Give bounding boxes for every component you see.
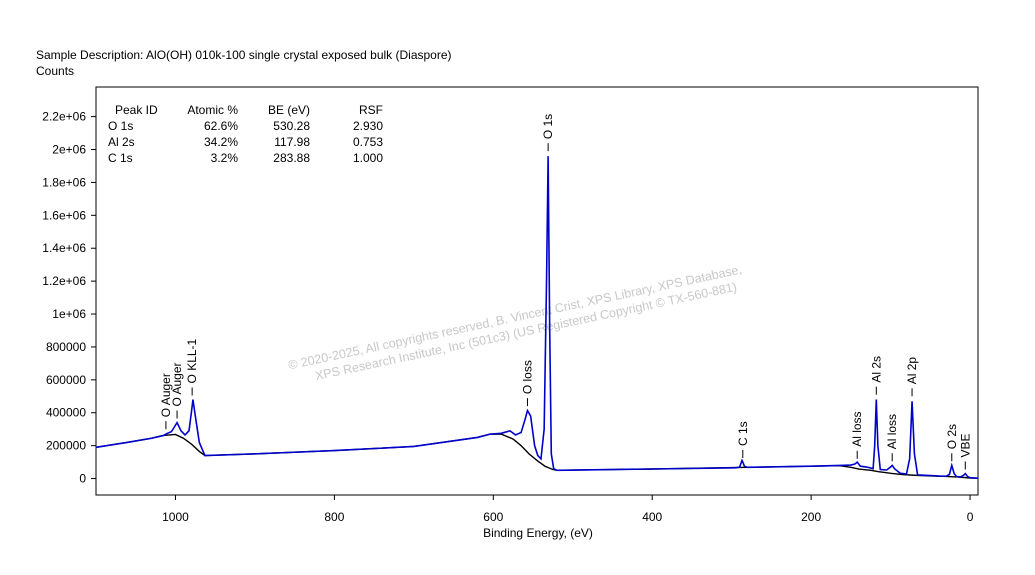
chart-title: Sample Description: AlO(OH) 010k-100 sin… [36,48,452,62]
annotation-label: O KLL-1 [185,338,199,383]
annotation-label: VBE [958,433,972,457]
y-tick-label: 2e+06 [52,143,86,157]
y-tick-label: 2.2e+06 [42,110,86,124]
x-tick-label: 400 [642,510,662,524]
y-tick-label: 1.4e+06 [42,241,86,255]
plot-frame [95,86,979,496]
plot-layer: 0 200000 400000 600000 800000 1e+06 1.2e+06 1.4… [42,103,978,524]
x-tick-label: 0 [967,510,974,524]
y-tick-label: 1.6e+06 [42,208,86,222]
table-cell: 1.000 [353,151,383,165]
y-tick-label: 400000 [46,406,86,420]
x-axis-label: Binding Energy, (eV) [483,526,593,540]
annotation-label: O 2s [945,424,959,449]
table-cell: 117.98 [274,135,310,149]
annotation-label: Al 2p [905,357,919,385]
table-cell: 0.753 [353,135,383,149]
x-tick-label: 800 [324,510,344,524]
table-header: Atomic % [187,103,238,117]
annotation-label: O Auger [159,373,173,417]
annotation-label: Al loss [885,414,899,449]
table-cell: Al 2s [108,135,135,149]
table-header: RSF [359,103,383,117]
table-cell: O 1s [108,119,133,133]
annotation-label: C 1s [736,421,750,446]
table-cell: 3.2% [211,151,239,165]
y-tick-label: 200000 [46,439,86,453]
annotation-label: O loss [520,360,534,394]
annotation-label: O Auger [170,362,184,406]
x-tick-label: 600 [483,510,503,524]
y-axis-label: Counts [36,64,74,78]
spectrum-line [96,156,978,480]
table-header: Peak ID [115,103,158,117]
x-tick-label: 200 [801,510,821,524]
table-cell: C 1s [108,151,133,165]
annotation-label: Al loss [850,411,864,446]
spectrum-line [96,433,978,479]
table-header: BE (eV) [268,103,310,117]
table-cell: 283.88 [273,151,310,165]
table-cell: 62.6% [204,119,238,133]
y-tick-label: 600000 [46,373,86,387]
y-tick-label: 1.8e+06 [42,175,86,189]
y-tick-label: 800000 [46,340,86,354]
annotation-label: Al 2s [869,356,883,383]
annotation-label: O 1s [541,114,555,139]
x-tick-label: 1000 [162,510,189,524]
y-tick-label: 1.2e+06 [42,274,86,288]
table-cell: 34.2% [204,135,238,149]
series-group [96,156,978,480]
table-cell: 530.28 [273,119,310,133]
y-tick-label: 0 [79,472,86,486]
table-cell: 2.930 [353,119,383,133]
y-tick-label: 1e+06 [52,307,86,321]
